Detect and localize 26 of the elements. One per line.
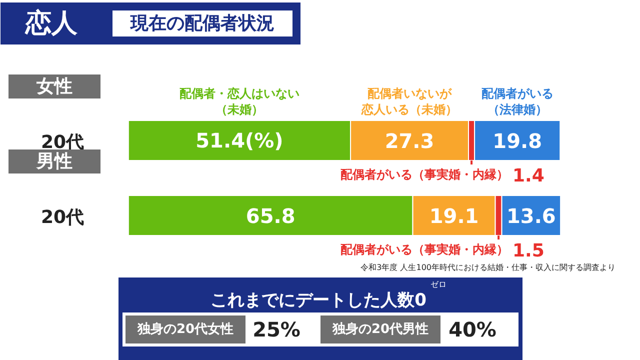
text: 配偶者がいる（事実婚・内縁） — [340, 168, 508, 182]
series-label: 配偶者・恋人はいない（未婚） — [179, 86, 300, 116]
y-tick-label: 20代 — [40, 132, 84, 153]
text: 令和3年度 人生100年時代における結婚・仕事・収入に関する調査より — [360, 263, 616, 272]
data-label: 65.8 — [246, 204, 296, 228]
series-label: 配偶者がいる（法律婚） — [481, 86, 554, 116]
data-label: 13.6 — [506, 204, 556, 228]
text: これまでにデートした人数0 — [210, 290, 427, 310]
data-label: 27.3 — [384, 129, 434, 153]
data-label: 51.4(%) — [196, 128, 284, 152]
data-label: 19.1 — [429, 204, 479, 228]
series-label: 配偶者がいる（事実婚・内縁） — [340, 242, 508, 256]
text: 25% — [252, 318, 300, 342]
text: 男性 — [36, 151, 72, 172]
data-label: 19.8 — [492, 129, 542, 153]
data-label: 1.4 — [512, 166, 544, 186]
text: 独身の20代女性 — [136, 322, 234, 337]
text: ゼロ — [430, 280, 446, 289]
text: 独身の20代男性 — [331, 322, 429, 337]
series-label: 配偶者いないが恋人いる（未婚） — [360, 86, 458, 116]
y-tick-label: 20代 — [40, 207, 84, 228]
chart-title: 恋人 — [24, 8, 78, 38]
text: 女性 — [36, 76, 72, 97]
chart-subtitle: 現在の配偶者状況 — [130, 13, 274, 34]
text: 40% — [448, 318, 496, 342]
data-label: 1.5 — [512, 240, 544, 262]
